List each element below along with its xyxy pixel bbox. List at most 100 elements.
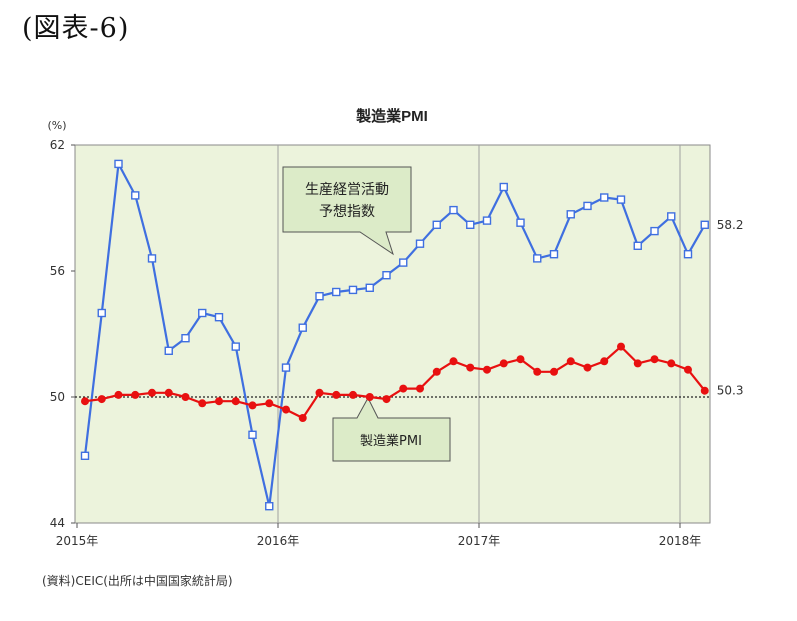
year-gridlines (277, 145, 681, 523)
data-point (583, 201, 592, 211)
data-point (482, 216, 492, 225)
y-tick-label: 62 (50, 138, 65, 152)
callout-expectation-index: 生産経営活動 予想指数 (282, 166, 412, 256)
data-point (382, 271, 391, 280)
data-point (600, 357, 609, 366)
data-point (533, 367, 542, 376)
data-point (566, 357, 575, 366)
data-point (516, 355, 525, 364)
series-expectation-index (80, 159, 709, 511)
data-point (181, 334, 190, 343)
data-point (315, 292, 324, 301)
data-point (583, 363, 592, 372)
data-point (432, 220, 441, 230)
data-point (131, 390, 140, 399)
y-tick-label: 56 (50, 264, 65, 278)
data-point (449, 357, 458, 366)
data-point (148, 388, 156, 397)
data-point (248, 401, 257, 410)
data-point (265, 399, 274, 408)
chart: 製造業PMI (%) 62 56 50 44 2015年 2016年 2017年 2018年… (47, 107, 744, 548)
y-tick-label: 44 (50, 516, 65, 530)
data-point (516, 218, 525, 227)
data-point (282, 405, 290, 414)
data-point (466, 220, 475, 230)
data-point (600, 193, 609, 202)
data-point (684, 365, 692, 374)
data-point (633, 359, 642, 368)
data-point (215, 397, 223, 406)
data-point (466, 363, 475, 372)
data-point (265, 502, 274, 511)
data-point (348, 285, 358, 295)
x-tick-label: 2018年 (659, 534, 702, 548)
data-point (399, 258, 408, 267)
data-point (700, 386, 709, 395)
data-point (198, 308, 207, 318)
y-tick-label: 50 (50, 390, 65, 404)
data-point (181, 393, 190, 401)
data-point (164, 346, 173, 355)
x-axis: 2015年 2016年 2017年 2018年 (56, 523, 702, 548)
data-point (667, 359, 676, 368)
source-note: (資料)CEIC(出所は中国国家統計局) (42, 574, 233, 588)
data-point (349, 390, 357, 399)
data-point (114, 390, 123, 399)
data-point (667, 212, 676, 221)
data-point (214, 313, 224, 322)
series-end-label: 58.2 (717, 218, 744, 232)
data-point (617, 342, 625, 351)
data-point (449, 205, 458, 215)
data-point (533, 254, 542, 263)
data-point (566, 210, 575, 219)
data-point (131, 191, 140, 200)
data-point (399, 384, 408, 393)
data-point (164, 388, 173, 397)
data-point (81, 397, 89, 406)
data-point (97, 395, 106, 404)
data-point (332, 287, 341, 297)
callout-pmi-label: 製造業PMI (360, 433, 422, 449)
data-point (550, 367, 558, 376)
data-point (231, 397, 240, 406)
series-end-label: 50.3 (717, 384, 744, 398)
callout-expectation-line1: 生産経営活動 (305, 182, 389, 198)
series-layer (80, 159, 709, 511)
chart-title: 製造業PMI (355, 107, 428, 125)
series-pmi (81, 342, 709, 422)
y-axis: 62 56 50 44 (50, 138, 75, 530)
data-point (633, 241, 642, 251)
data-point (616, 195, 626, 204)
data-point (298, 323, 307, 332)
callout-expectation-line2: 予想指数 (319, 204, 375, 220)
data-point (483, 365, 491, 374)
figure-label: (図表-6) (22, 13, 130, 44)
data-point (650, 226, 659, 236)
data-point (365, 283, 374, 292)
data-point (114, 159, 123, 169)
data-point (499, 182, 508, 192)
x-tick-label: 2015年 (56, 534, 99, 548)
y-axis-unit: (%) (47, 119, 66, 132)
data-point (298, 414, 307, 422)
data-point (198, 399, 207, 408)
data-point (416, 384, 424, 393)
data-point (315, 388, 324, 397)
data-point (432, 367, 441, 376)
data-point (332, 390, 341, 399)
data-point (683, 249, 693, 259)
data-point (365, 393, 374, 401)
data-point (499, 359, 508, 368)
data-point (231, 342, 240, 351)
data-point (80, 451, 90, 460)
data-point (281, 363, 291, 372)
x-tick-label: 2017年 (458, 534, 501, 548)
callout-pmi: 製造業PMI (332, 396, 451, 462)
data-point (700, 220, 709, 230)
x-tick-label: 2016年 (257, 534, 300, 548)
data-point (650, 355, 659, 364)
data-point (382, 395, 391, 404)
data-point (248, 430, 257, 439)
data-point (97, 308, 106, 318)
data-point (549, 249, 559, 259)
